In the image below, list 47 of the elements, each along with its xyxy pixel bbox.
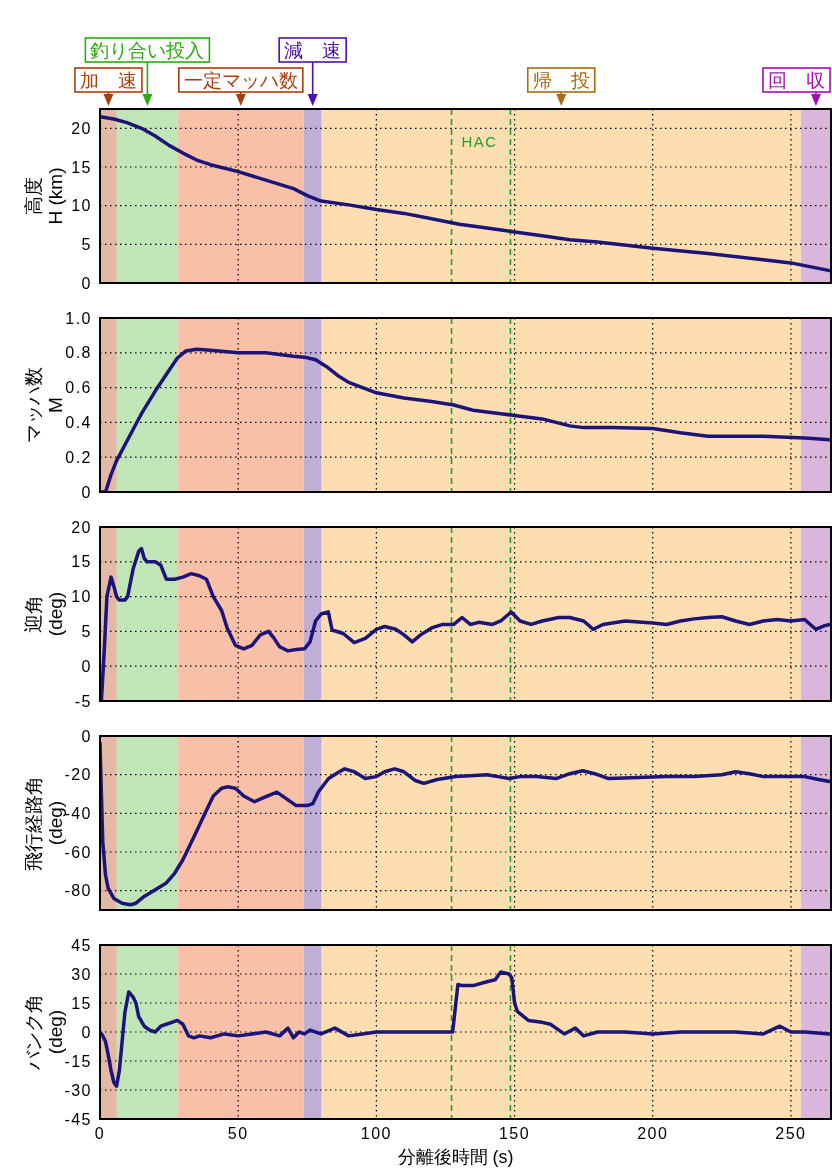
x-tick-label: 250 xyxy=(775,1125,807,1142)
x-tick-label: 0 xyxy=(94,1125,106,1142)
band-label: 回 収 xyxy=(768,69,825,91)
y-tick-label: 10 xyxy=(71,197,92,215)
y-tick-label: 0.8 xyxy=(65,344,92,362)
y-tick-label: -20 xyxy=(64,766,92,784)
y-tick-label: 15 xyxy=(71,994,92,1012)
x-tick-label: 50 xyxy=(227,1125,249,1142)
band-label: 釣り合い投入 xyxy=(90,39,205,61)
y-tick-label: 0 xyxy=(81,483,92,501)
y-tick-label: 20 xyxy=(71,119,92,137)
y-tick-label: 20 xyxy=(71,518,92,536)
x-axis-title: 分離後時間 (s) xyxy=(397,1147,514,1167)
y-tick-label: 10 xyxy=(71,588,92,606)
band-label: 加 速 xyxy=(79,69,137,91)
y-tick-label: 0.4 xyxy=(65,413,92,431)
x-tick-label: 200 xyxy=(637,1125,669,1142)
y-tick-label: 15 xyxy=(71,158,92,176)
y-tick-label: 15 xyxy=(71,553,92,571)
y-tick-label: 45 xyxy=(71,936,92,954)
y-tick-label: -5 xyxy=(74,692,92,710)
y-tick-label: -30 xyxy=(64,1081,92,1099)
y-tick-label: 0 xyxy=(81,1023,92,1041)
y-tick-label: 0 xyxy=(81,727,92,745)
y-tick-label: 1.0 xyxy=(65,309,92,327)
y-tick-label: -45 xyxy=(64,1110,92,1128)
x-tick-label: 100 xyxy=(360,1125,392,1142)
y-axis-title: マッハ数 M xyxy=(23,367,66,443)
y-tick-label: 5 xyxy=(81,622,92,640)
y-tick-label: 0.2 xyxy=(65,448,92,466)
y-axis-title: 高度 H (km) xyxy=(23,167,66,225)
y-axis-title: 飛行経路角 (deg) xyxy=(23,775,66,871)
y-tick-label: 30 xyxy=(71,965,92,983)
y-axis-title: バンク角 (deg) xyxy=(23,994,66,1071)
band-label: 減 速 xyxy=(284,39,342,61)
y-tick-label: 5 xyxy=(81,235,92,253)
y-axis-title: 迎角 (deg) xyxy=(23,591,66,637)
band-label: 帰 投 xyxy=(532,69,590,91)
y-tick-label: -80 xyxy=(64,882,92,900)
x-tick-label: 150 xyxy=(498,1125,531,1142)
band-label: 一定マッハ数 xyxy=(183,69,298,91)
y-tick-label: 0 xyxy=(81,657,92,675)
y-tick-label: 0.6 xyxy=(65,379,92,397)
y-tick-label: -60 xyxy=(64,843,92,861)
y-tick-label: 0 xyxy=(81,274,92,292)
ref-line-label: HAC xyxy=(461,133,498,150)
y-tick-label: -15 xyxy=(64,1052,92,1070)
